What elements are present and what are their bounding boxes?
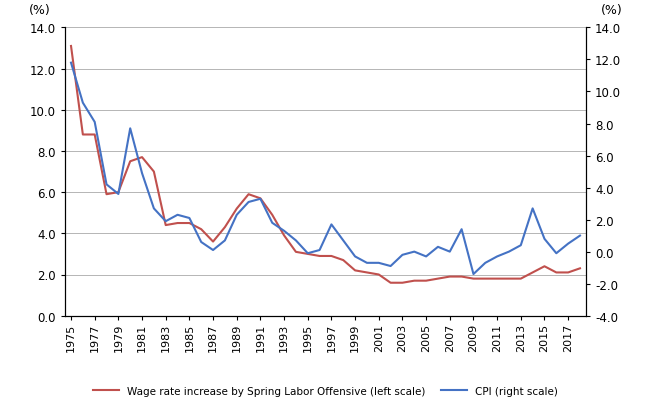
- Wage rate increase by Spring Labor Offensive (left scale): [327, 254, 335, 259]
- Wage rate increase by Spring Labor Offensive (left scale): [434, 277, 442, 281]
- Wage rate increase by Spring Labor Offensive (left scale): [375, 273, 383, 277]
- Wage rate increase by Spring Labor Offensive (left scale): [529, 271, 536, 275]
- CPI (right scale): [197, 240, 205, 245]
- Wage rate increase by Spring Labor Offensive (left scale): [576, 266, 584, 271]
- Wage rate increase by Spring Labor Offensive (left scale): [351, 268, 359, 273]
- CPI (right scale): [162, 219, 170, 224]
- Wage rate increase by Spring Labor Offensive (left scale): [387, 281, 395, 286]
- CPI (right scale): [387, 264, 395, 269]
- CPI (right scale): [493, 254, 501, 259]
- CPI (right scale): [469, 272, 477, 277]
- Wage rate increase by Spring Labor Offensive (left scale): [209, 239, 217, 244]
- Wage rate increase by Spring Labor Offensive (left scale): [422, 279, 430, 284]
- CPI (right scale): [422, 254, 430, 259]
- CPI (right scale): [115, 192, 122, 197]
- CPI (right scale): [434, 245, 442, 249]
- CPI (right scale): [564, 241, 572, 246]
- Wage rate increase by Spring Labor Offensive (left scale): [339, 258, 347, 263]
- Wage rate increase by Spring Labor Offensive (left scale): [67, 45, 75, 49]
- CPI (right scale): [67, 61, 75, 66]
- Wage rate increase by Spring Labor Offensive (left scale): [517, 277, 525, 281]
- Line: Wage rate increase by Spring Labor Offensive (left scale): Wage rate increase by Spring Labor Offen…: [71, 47, 580, 283]
- CPI (right scale): [256, 197, 264, 202]
- Wage rate increase by Spring Labor Offensive (left scale): [469, 277, 477, 281]
- Legend: Wage rate increase by Spring Labor Offensive (left scale), CPI (right scale): Wage rate increase by Spring Labor Offen…: [89, 382, 562, 400]
- CPI (right scale): [103, 183, 111, 188]
- Text: (%): (%): [29, 4, 50, 17]
- CPI (right scale): [529, 207, 536, 211]
- CPI (right scale): [505, 249, 513, 254]
- Wage rate increase by Spring Labor Offensive (left scale): [363, 271, 371, 275]
- Wage rate increase by Spring Labor Offensive (left scale): [458, 275, 465, 279]
- Wage rate increase by Spring Labor Offensive (left scale): [304, 252, 312, 257]
- CPI (right scale): [209, 248, 217, 253]
- Wage rate increase by Spring Labor Offensive (left scale): [493, 277, 501, 281]
- Wage rate increase by Spring Labor Offensive (left scale): [540, 264, 548, 269]
- Wage rate increase by Spring Labor Offensive (left scale): [316, 254, 324, 259]
- CPI (right scale): [351, 254, 359, 259]
- Wage rate increase by Spring Labor Offensive (left scale): [115, 190, 122, 195]
- Wage rate increase by Spring Labor Offensive (left scale): [410, 279, 418, 284]
- CPI (right scale): [375, 261, 383, 266]
- CPI (right scale): [292, 239, 300, 243]
- CPI (right scale): [517, 243, 525, 248]
- CPI (right scale): [138, 171, 146, 176]
- Wage rate increase by Spring Labor Offensive (left scale): [138, 155, 146, 160]
- Wage rate increase by Spring Labor Offensive (left scale): [280, 233, 288, 238]
- Wage rate increase by Spring Labor Offensive (left scale): [90, 133, 98, 138]
- CPI (right scale): [186, 216, 193, 221]
- Wage rate increase by Spring Labor Offensive (left scale): [553, 271, 561, 275]
- CPI (right scale): [150, 207, 158, 211]
- Wage rate increase by Spring Labor Offensive (left scale): [221, 225, 229, 230]
- CPI (right scale): [79, 101, 87, 106]
- Wage rate increase by Spring Labor Offensive (left scale): [481, 277, 489, 281]
- CPI (right scale): [458, 227, 465, 232]
- CPI (right scale): [174, 213, 182, 218]
- Wage rate increase by Spring Labor Offensive (left scale): [292, 250, 300, 255]
- CPI (right scale): [398, 253, 406, 258]
- Wage rate increase by Spring Labor Offensive (left scale): [103, 192, 111, 197]
- CPI (right scale): [339, 239, 347, 243]
- Wage rate increase by Spring Labor Offensive (left scale): [256, 196, 264, 201]
- Wage rate increase by Spring Labor Offensive (left scale): [162, 223, 170, 228]
- Line: CPI (right scale): CPI (right scale): [71, 64, 580, 274]
- CPI (right scale): [327, 222, 335, 227]
- CPI (right scale): [363, 261, 371, 266]
- CPI (right scale): [316, 248, 324, 253]
- CPI (right scale): [90, 120, 98, 125]
- Wage rate increase by Spring Labor Offensive (left scale): [197, 227, 205, 232]
- CPI (right scale): [540, 237, 548, 242]
- CPI (right scale): [553, 251, 561, 256]
- Wage rate increase by Spring Labor Offensive (left scale): [564, 271, 572, 275]
- Wage rate increase by Spring Labor Offensive (left scale): [446, 275, 454, 279]
- CPI (right scale): [280, 229, 288, 234]
- CPI (right scale): [126, 126, 134, 131]
- CPI (right scale): [446, 249, 454, 254]
- Wage rate increase by Spring Labor Offensive (left scale): [245, 192, 253, 197]
- Wage rate increase by Spring Labor Offensive (left scale): [150, 170, 158, 175]
- Wage rate increase by Spring Labor Offensive (left scale): [233, 207, 241, 211]
- Wage rate increase by Spring Labor Offensive (left scale): [268, 213, 276, 218]
- CPI (right scale): [304, 251, 312, 256]
- Wage rate increase by Spring Labor Offensive (left scale): [79, 133, 87, 138]
- CPI (right scale): [233, 213, 241, 218]
- Wage rate increase by Spring Labor Offensive (left scale): [186, 221, 193, 226]
- CPI (right scale): [221, 239, 229, 243]
- Wage rate increase by Spring Labor Offensive (left scale): [126, 160, 134, 164]
- Text: (%): (%): [601, 4, 622, 17]
- Wage rate increase by Spring Labor Offensive (left scale): [174, 221, 182, 226]
- Wage rate increase by Spring Labor Offensive (left scale): [398, 281, 406, 286]
- CPI (right scale): [576, 234, 584, 239]
- CPI (right scale): [245, 200, 253, 205]
- Wage rate increase by Spring Labor Offensive (left scale): [505, 277, 513, 281]
- CPI (right scale): [268, 221, 276, 226]
- CPI (right scale): [481, 261, 489, 266]
- CPI (right scale): [410, 249, 418, 254]
